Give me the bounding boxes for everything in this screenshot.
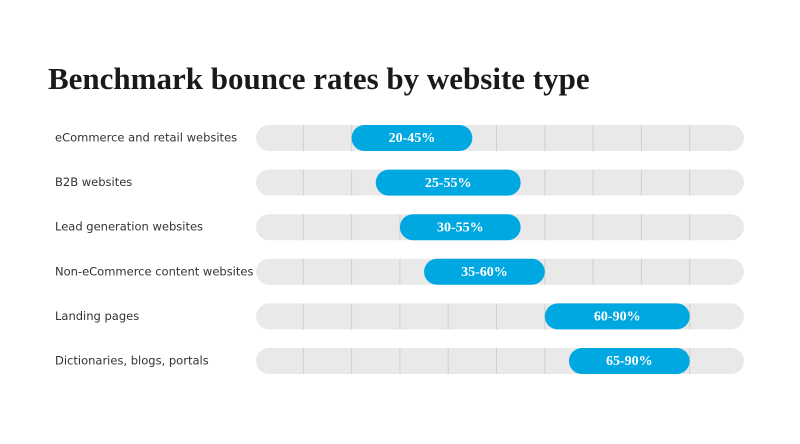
track bbox=[256, 125, 744, 151]
category-label: eCommerce and retail websites bbox=[55, 131, 237, 145]
bar bbox=[568, 348, 690, 374]
value-label: 65-90% bbox=[606, 354, 653, 369]
category-label: Non-eCommerce content websites bbox=[55, 264, 253, 278]
bar bbox=[351, 125, 473, 151]
value-label: 35-60% bbox=[461, 265, 508, 280]
value-label: 20-45% bbox=[389, 131, 436, 146]
value-label: 25-55% bbox=[425, 176, 472, 191]
category-label: Dictionaries, blogs, portals bbox=[55, 354, 209, 368]
chart-title: Benchmark bounce rates by website type bbox=[48, 61, 590, 96]
value-label: 30-55% bbox=[437, 220, 484, 235]
bar bbox=[424, 258, 545, 285]
bar bbox=[375, 169, 521, 196]
category-label: B2B websites bbox=[55, 175, 132, 189]
value-label: 60-90% bbox=[594, 310, 641, 325]
category-label: Lead generation websites bbox=[55, 220, 203, 234]
category-label: Landing pages bbox=[55, 309, 139, 323]
bar bbox=[399, 214, 521, 241]
bar bbox=[544, 303, 690, 330]
